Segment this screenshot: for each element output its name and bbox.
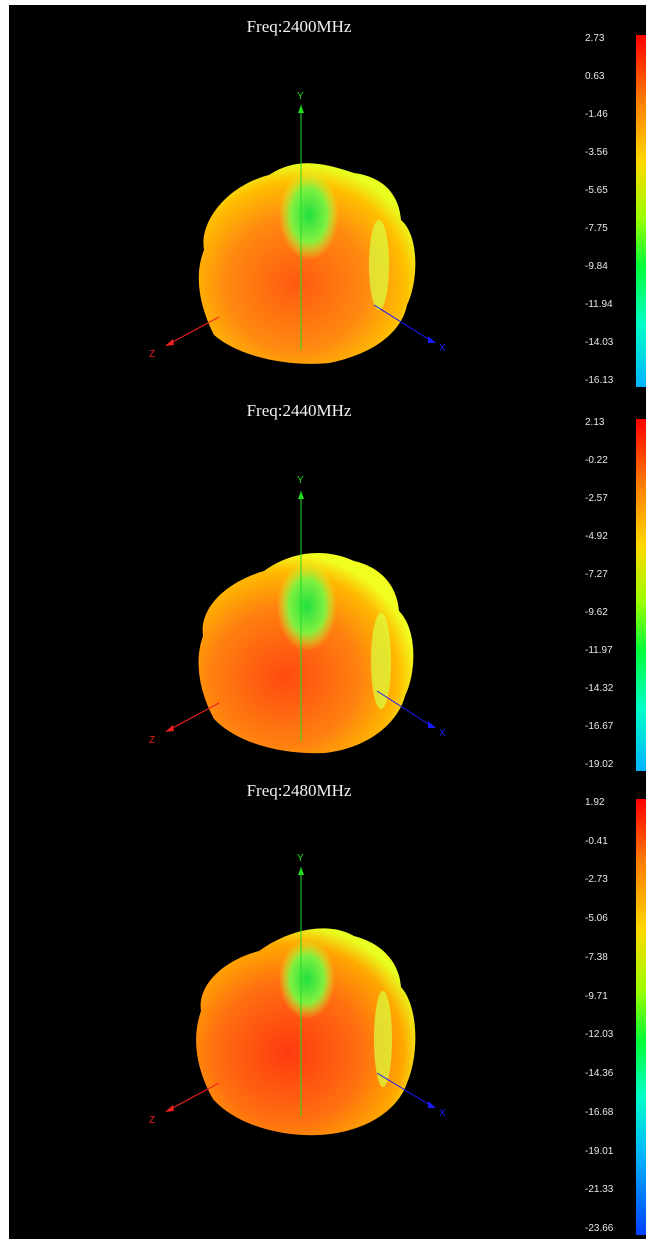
x-axis-label: X [439, 728, 446, 739]
z-axis-arrow [165, 725, 174, 732]
frequency-title: Freq:2440MHz [246, 401, 352, 420]
pattern-panel-2480: Freq:2480MHz 1.92 -0.41 -2.73 -5.06 -7.38 -9.… [9, 771, 646, 1239]
color-scale-tick-label: -7.75 [585, 223, 608, 234]
x-axis-line [376, 1072, 434, 1108]
z-axis-line [166, 702, 220, 732]
color-scale-tick-label: -19.01 [585, 1145, 614, 1157]
pattern-3d-plot: Y Z X [149, 853, 446, 1136]
pattern-null-region [371, 613, 391, 709]
color-scale-tick-label: -11.97 [585, 645, 613, 656]
color-scale-tick-label: -14.32 [585, 683, 614, 694]
pattern-null-region [279, 939, 335, 1019]
pattern-panel-2400: Freq:2400MHz 2.73 0.63 -1.46 -3.56 -5.65 -7.7… [9, 5, 646, 391]
color-scale-tick-label: -11.94 [585, 299, 613, 310]
y-axis-arrow [298, 105, 304, 113]
x-axis-arrow [428, 1101, 436, 1108]
y-axis-label: Y [297, 91, 304, 102]
x-axis-label: X [439, 343, 446, 354]
pattern-lobe-body [196, 928, 416, 1136]
pattern-null-region [279, 170, 339, 260]
color-scale-tick-label: -16.67 [585, 721, 614, 732]
pattern-lobe-body [198, 552, 414, 754]
z-axis-line [166, 1082, 220, 1112]
color-scale-tick-label: 0.63 [585, 71, 605, 82]
color-scale-tick-label: -7.27 [585, 569, 608, 580]
x-axis-line [376, 690, 434, 728]
color-scale-tick-label: -12.03 [585, 1029, 614, 1041]
z-axis-label: Z [149, 349, 155, 360]
pattern-null-region [369, 220, 389, 310]
color-scale-tick-label: -0.41 [585, 835, 608, 847]
color-scale-tick-label: 1.92 [585, 797, 605, 808]
radiation-pattern-viewport: Freq:2400MHz 2.73 0.63 -1.46 -3.56 -5.65 -7.7… [9, 5, 646, 1239]
y-axis-arrow [298, 491, 304, 499]
color-scale-tick-label: -23.66 [585, 1223, 614, 1234]
y-axis-arrow [298, 867, 304, 875]
color-scale-tick-label: -1.46 [585, 109, 608, 120]
color-scale-tick-label: 2.73 [585, 33, 605, 44]
color-scale-bar [636, 419, 646, 771]
color-scale-tick-label: -9.84 [585, 261, 608, 272]
z-axis-arrow [165, 1105, 174, 1112]
z-axis-line [166, 316, 220, 346]
color-scale-tick-label: -14.36 [585, 1068, 614, 1080]
color-scale-tick-label: -16.13 [585, 375, 614, 386]
y-axis-label: Y [297, 853, 304, 864]
color-scale-bar [636, 35, 646, 387]
color-scale-tick-label: -9.71 [585, 990, 608, 1002]
color-scale-tick-label: -2.57 [585, 493, 608, 504]
pattern-null-region [277, 561, 337, 651]
color-scale-tick-label: -9.62 [585, 607, 608, 618]
color-scale-tick-label: 2.13 [585, 417, 605, 428]
z-axis-arrow [165, 339, 174, 346]
z-axis-label: Z [149, 1115, 155, 1126]
color-scale-tick-label: -7.38 [585, 951, 608, 963]
pattern-3d-plot: Y Z X [149, 475, 446, 754]
color-scale-tick-label: -0.22 [585, 455, 608, 466]
color-scale-tick-label: -5.65 [585, 185, 608, 196]
color-scale-tick-label: -5.06 [585, 913, 608, 925]
color-scale-tick-label: -4.92 [585, 531, 608, 542]
frequency-title: Freq:2480MHz [246, 781, 352, 800]
x-axis-arrow [428, 336, 436, 343]
color-scale-tick-label: -21.33 [585, 1184, 614, 1196]
y-axis-label: Y [297, 475, 304, 486]
pattern-panel-2440: Freq:2440MHz 2.13 -0.22 -2.57 -4.92 -7.27 -9.… [9, 391, 646, 771]
color-scale-tick-label: -14.03 [585, 337, 614, 348]
color-scale-tick-label: -2.73 [585, 874, 608, 886]
pattern-null-region [374, 991, 392, 1087]
x-axis-label: X [439, 1108, 446, 1119]
color-scale-tick-label: -3.56 [585, 147, 608, 158]
frequency-title: Freq:2400MHz [246, 17, 352, 36]
pattern-lobe-body [198, 163, 416, 364]
color-scale-tick-label: -16.68 [585, 1106, 614, 1118]
z-axis-label: Z [149, 735, 155, 746]
color-scale-tick-label: -19.02 [585, 759, 614, 770]
x-axis-arrow [428, 721, 436, 728]
x-axis-line [373, 304, 434, 343]
color-scale-bar [636, 799, 646, 1235]
pattern-3d-plot: Y Z X [149, 91, 446, 364]
